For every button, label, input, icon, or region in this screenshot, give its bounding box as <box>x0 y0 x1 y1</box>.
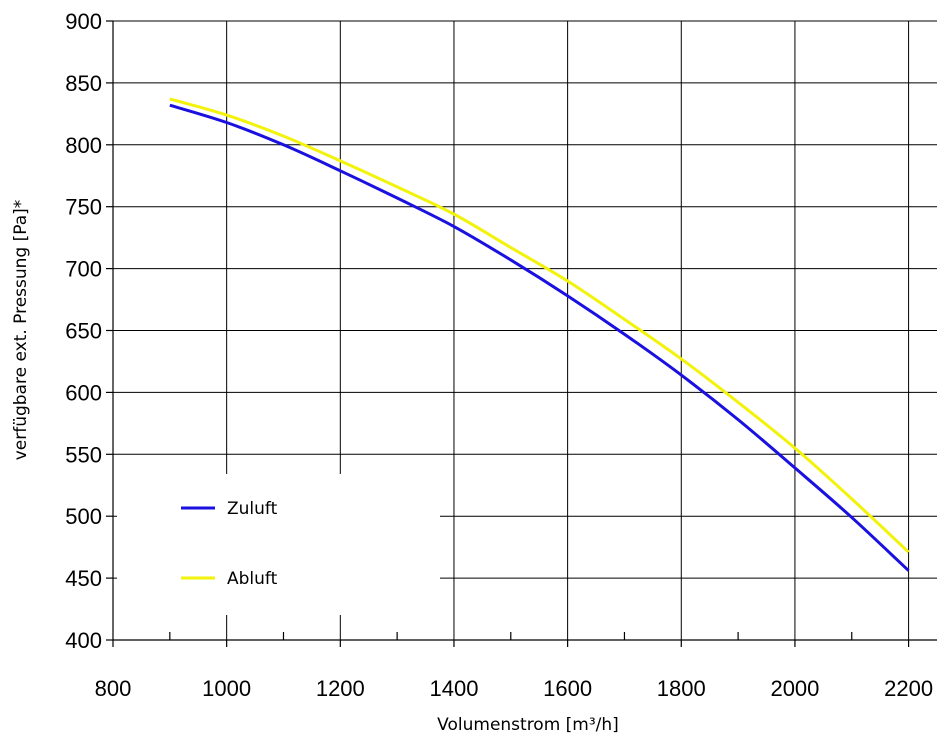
x-tick-label: 1400 <box>429 676 478 701</box>
y-tick-label: 750 <box>65 195 102 220</box>
legend: Zuluft Abluft <box>181 499 278 589</box>
series-lines <box>169 97 910 572</box>
y-tick-label: 500 <box>65 504 102 529</box>
x-tick-label: 800 <box>95 676 132 701</box>
series-line-abluft <box>169 97 910 554</box>
x-tick-label: 1000 <box>202 676 251 701</box>
y-tick-label: 900 <box>65 9 102 34</box>
y-tick-labels: 400 450 500 550 600 650 700 750 800 850 900 <box>65 9 102 653</box>
legend-label: Abluft <box>227 569 278 589</box>
y-tick-label: 850 <box>65 71 102 96</box>
series-line-zuluft <box>169 103 910 572</box>
x-tick-label: 1800 <box>657 676 706 701</box>
y-tick-label: 650 <box>65 319 102 344</box>
x-tick-label: 1600 <box>543 676 592 701</box>
y-axis-title: verfügbare ext. Pressung [Pa]* <box>11 200 31 461</box>
y-tick-label: 700 <box>65 257 102 282</box>
legend-label: Zuluft <box>227 499 278 519</box>
x-tick-label: 1200 <box>316 676 365 701</box>
x-tick-label: 2200 <box>884 676 933 701</box>
legend-background <box>117 474 440 615</box>
axes <box>106 20 937 647</box>
y-tick-label: 400 <box>65 628 102 653</box>
x-tick-labels: 800 1000 1200 1400 1600 1800 2000 2200 <box>95 676 933 701</box>
x-tick-label: 2000 <box>770 676 819 701</box>
y-tick-label: 600 <box>65 380 102 405</box>
y-tick-label: 800 <box>65 133 102 158</box>
y-tick-label: 550 <box>65 442 102 467</box>
x-axis-title: Volumenstrom [m³/h] <box>437 715 619 735</box>
y-tick-label: 450 <box>65 566 102 591</box>
